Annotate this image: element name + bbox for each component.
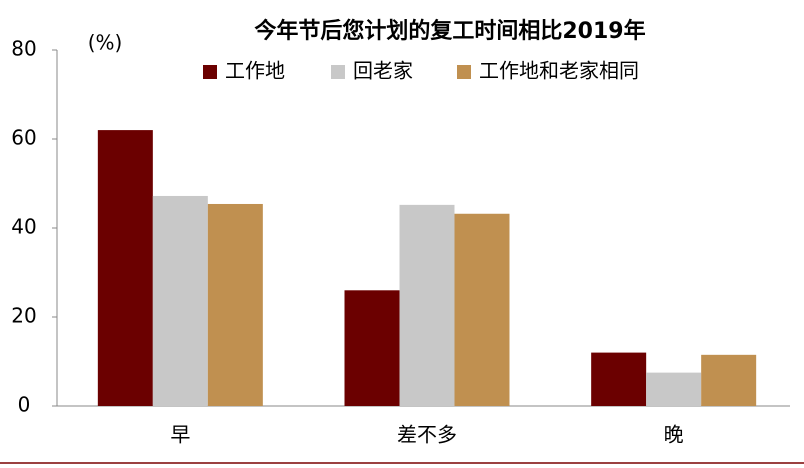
chart-title: 今年节后您计划的复工时间相比2019年 bbox=[254, 18, 645, 44]
legend-swatch bbox=[331, 65, 345, 79]
y-tick-label: 20 bbox=[11, 304, 36, 328]
x-tick-label: 晚 bbox=[664, 423, 684, 447]
bar bbox=[97, 130, 153, 406]
bar bbox=[646, 372, 702, 406]
x-tick-label: 差不多 bbox=[397, 423, 457, 447]
bar bbox=[701, 354, 757, 406]
x-tick-label: 早 bbox=[170, 423, 190, 447]
bar bbox=[454, 213, 510, 406]
y-tick-label: 40 bbox=[11, 215, 36, 239]
legend-label: 回老家 bbox=[353, 59, 413, 83]
bar bbox=[399, 204, 455, 406]
bar bbox=[207, 203, 263, 406]
bar bbox=[344, 290, 400, 406]
y-tick-label: 80 bbox=[11, 37, 36, 61]
y-tick-label: 0 bbox=[18, 393, 31, 417]
bar bbox=[591, 352, 647, 406]
legend-label: 工作地和老家相同 bbox=[479, 59, 639, 83]
y-tick-label: 60 bbox=[11, 126, 36, 150]
legend-swatch bbox=[457, 65, 471, 79]
legend-swatch bbox=[203, 65, 217, 79]
bar bbox=[152, 195, 208, 406]
y-axis-label: (%) bbox=[88, 31, 123, 55]
legend-label: 工作地 bbox=[225, 59, 285, 83]
